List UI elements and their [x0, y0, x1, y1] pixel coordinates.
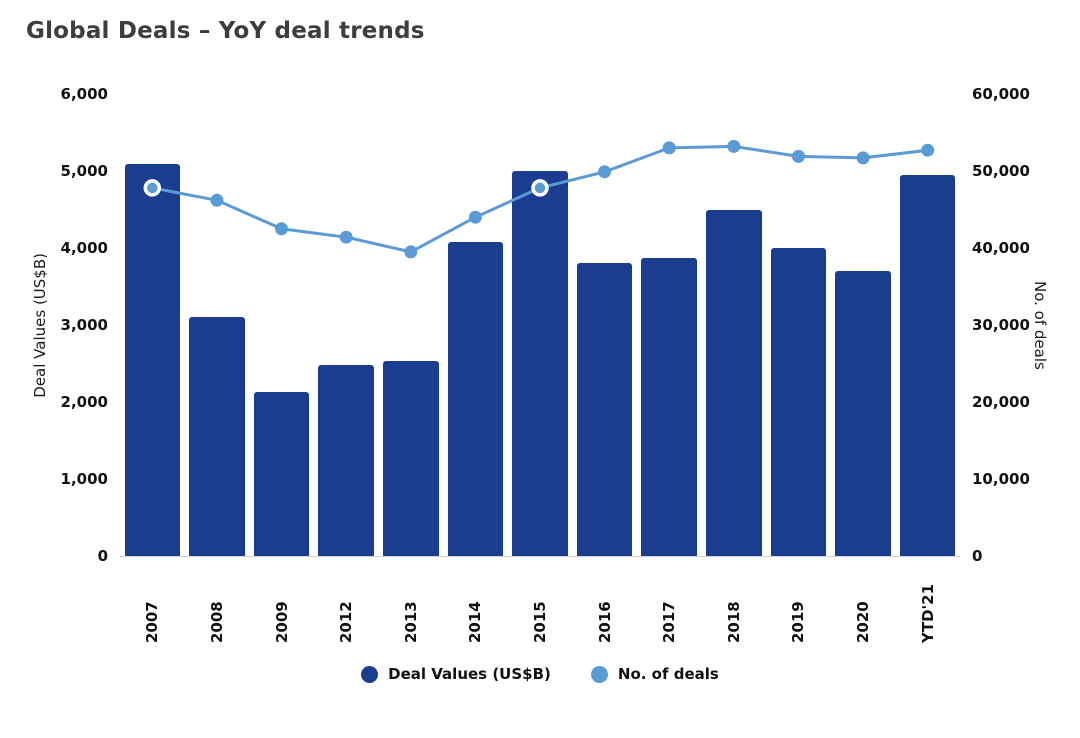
bar-slot [895, 94, 960, 556]
bar-2016 [576, 263, 633, 556]
y-tick-label: 50,000 [972, 162, 1030, 180]
x-tick-label: 2012 [337, 601, 356, 643]
x-tick-label: 2008 [207, 601, 226, 643]
right-axis-title: No. of deals [1026, 94, 1054, 556]
y-tick-label: 5,000 [60, 162, 108, 180]
x-tick: 2012 [314, 557, 379, 643]
legend-item-no-of-deals: No. of deals [590, 665, 719, 683]
chart: Deal Values (US$B) 0 1,000 2,000 3,000 4,000… [26, 85, 1054, 643]
left-axis-ticks: 0 1,000 2,000 3,000 4,000 5,000 6,000 [54, 85, 120, 565]
bar-2017 [641, 258, 697, 556]
bar-slot [443, 94, 508, 556]
legend: Deal Values (US$B) No. of deals [26, 665, 1054, 683]
bar-slot [120, 94, 185, 556]
left-axis-title-text: Deal Values (US$B) [31, 252, 49, 398]
y-tick-label: 20,000 [972, 393, 1030, 412]
x-tick: 2019 [766, 557, 831, 643]
legend-label-no-of-deals: No. of deals [617, 665, 719, 683]
x-tick-label: 2017 [660, 601, 679, 643]
right-axis-title-text: No. of deals [1031, 280, 1049, 370]
bar-2009 [253, 392, 310, 556]
bar-slot [637, 94, 702, 556]
bar-slot [378, 94, 443, 556]
x-tick: 2015 [508, 557, 573, 643]
y-tick-label: 4,000 [60, 239, 108, 258]
x-tick: 2008 [185, 557, 250, 643]
y-tick-label: 40,000 [972, 239, 1030, 258]
x-tick-label: 2009 [272, 601, 291, 643]
y-tick-label: 1,000 [60, 470, 108, 489]
y-tick-label: 6,000 [60, 85, 108, 103]
bar-2012 [318, 365, 374, 556]
left-axis-title: Deal Values (US$B) [26, 94, 54, 556]
x-tick: 2014 [443, 557, 508, 643]
x-tick-label: 2007 [143, 601, 162, 643]
x-tick-label: 2013 [401, 601, 420, 643]
x-tick-label: YTD'21 [918, 583, 937, 643]
bar-slot [831, 94, 896, 556]
bar-YTD'21 [899, 174, 956, 556]
legend-dot-no-of-deals [590, 665, 608, 683]
x-axis-labels: 2007 2008 2009 2012 2013 2014 2015 2016 2017 2018… [120, 557, 960, 643]
plot-column: 2007 2008 2009 2012 2013 2014 2015 2016 2017 2018… [120, 94, 960, 643]
bar-2008 [189, 317, 245, 556]
legend-dot-deal-values [361, 665, 379, 683]
bar-2007 [124, 164, 181, 556]
bar-2019 [770, 248, 827, 556]
bar-slot [766, 94, 831, 556]
x-tick: 2017 [637, 557, 702, 643]
bar-slot [314, 94, 379, 556]
x-tick: YTD'21 [895, 557, 960, 643]
x-tick: 2018 [701, 557, 766, 643]
right-axis-ticks: 0 10,000 20,000 30,000 40,000 50,000 60,000 [960, 85, 1030, 565]
bar-2014 [447, 241, 504, 556]
y-tick-label: 0 [97, 547, 108, 565]
bar-2015 [512, 171, 568, 556]
y-tick-label: 30,000 [972, 316, 1030, 334]
x-tick-label: 2019 [789, 601, 808, 643]
x-tick: 2009 [249, 557, 314, 643]
x-tick-label: 2016 [595, 601, 614, 643]
legend-label-deal-values: Deal Values (US$B) [388, 665, 551, 683]
x-tick-label: 2020 [854, 601, 872, 643]
bar-2020 [835, 271, 891, 556]
y-tick-label: 3,000 [60, 316, 108, 334]
bar-slot [701, 94, 766, 556]
bar-2013 [382, 361, 439, 556]
bar-2018 [706, 210, 762, 556]
y-tick-label: 10,000 [972, 470, 1030, 489]
bar-slot [249, 94, 314, 556]
x-tick-label: 2015 [530, 601, 549, 643]
x-tick: 2007 [120, 557, 185, 643]
x-tick-label: 2018 [724, 601, 743, 643]
chart-title: Global Deals – YoY deal trends [26, 18, 425, 44]
plot-area [120, 94, 960, 557]
y-tick-label: 0 [972, 547, 983, 565]
x-tick: 2016 [572, 557, 637, 643]
y-tick-label: 60,000 [972, 85, 1030, 103]
y-tick-label: 2,000 [60, 393, 108, 412]
x-tick: 2013 [378, 557, 443, 643]
legend-item-deal-values: Deal Values (US$B) [361, 665, 551, 683]
bar-slot [185, 94, 250, 556]
x-tick-label: 2014 [466, 601, 485, 643]
bar-slot [572, 94, 637, 556]
x-tick: 2020 [831, 557, 896, 643]
bar-slot [508, 94, 573, 556]
